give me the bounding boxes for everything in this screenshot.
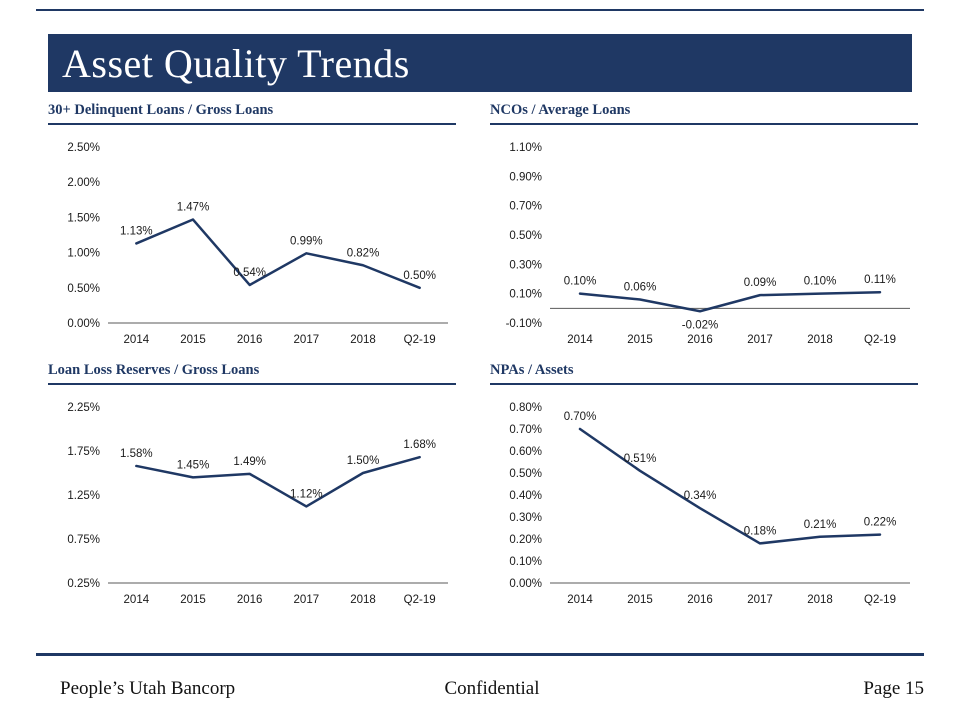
footer: People’s Utah Bancorp Confidential Page … bbox=[36, 653, 924, 700]
y-axis-tick-label: 0.00% bbox=[509, 578, 542, 590]
x-axis-tick-label: 2018 bbox=[350, 594, 376, 606]
y-axis-tick-label: 0.50% bbox=[509, 468, 542, 480]
data-point-label: 0.21% bbox=[804, 519, 837, 531]
y-axis-tick-label: 1.00% bbox=[67, 248, 100, 260]
x-axis-tick-label: Q2-19 bbox=[864, 334, 896, 346]
chart-title-ncos: NCOs / Average Loans bbox=[490, 102, 918, 125]
chart-title-loan-loss-reserves: Loan Loss Reserves / Gross Loans bbox=[48, 362, 456, 385]
x-axis-tick-label: Q2-19 bbox=[404, 594, 436, 606]
y-axis-tick-label: 2.00% bbox=[67, 177, 100, 189]
title-bar: Asset Quality Trends bbox=[48, 34, 912, 92]
y-axis-tick-label: 0.00% bbox=[67, 318, 100, 330]
data-point-label: 1.12% bbox=[290, 488, 323, 500]
data-point-label: 0.06% bbox=[624, 282, 657, 294]
y-axis-tick-label: 0.10% bbox=[509, 289, 542, 301]
x-axis-tick-label: 2017 bbox=[294, 334, 320, 346]
x-axis-tick-label: 2018 bbox=[350, 334, 376, 346]
y-axis-tick-label: 0.70% bbox=[509, 424, 542, 436]
data-point-label: 0.99% bbox=[290, 235, 323, 247]
x-axis-tick-label: Q2-19 bbox=[864, 594, 896, 606]
data-point-label: 1.47% bbox=[177, 202, 210, 214]
data-point-label: 1.58% bbox=[120, 448, 153, 460]
x-axis-tick-label: 2016 bbox=[237, 334, 263, 346]
y-axis-tick-label: 0.30% bbox=[509, 259, 542, 271]
footer-company: People’s Utah Bancorp bbox=[60, 678, 236, 699]
data-point-label: 1.50% bbox=[347, 455, 380, 467]
x-axis-tick-label: 2016 bbox=[237, 594, 263, 606]
chart-section-npas: NPAs / Assets 0.80% 0.70% 0.60% 0.50% 0.40% 0… bbox=[490, 362, 918, 617]
series-line bbox=[578, 290, 882, 313]
chart-canvas-ncos: 1.10% 0.90% 0.70% 0.50% 0.30% 0.10% -0.10% 2014… bbox=[506, 142, 910, 346]
y-axis-tick-label: 0.25% bbox=[67, 578, 100, 590]
data-point-label: 1.45% bbox=[177, 459, 210, 471]
x-axis-tick-label: 2017 bbox=[747, 334, 773, 346]
data-point-label: 0.10% bbox=[804, 276, 837, 288]
data-point-label: 0.70% bbox=[564, 411, 597, 423]
y-axis-tick-label: -0.10% bbox=[506, 318, 542, 330]
y-axis-tick-label: 0.20% bbox=[509, 534, 542, 546]
chart-section-loan-loss-reserves: Loan Loss Reserves / Gross Loans 2.25% 1.… bbox=[48, 362, 456, 617]
chart-section-delinquent-loans: 30+ Delinquent Loans / Gross Loans 2.50%… bbox=[48, 102, 456, 357]
x-axis-tick-label: 2014 bbox=[124, 334, 150, 346]
x-axis-tick-label: 2016 bbox=[687, 334, 713, 346]
x-axis-tick-label: 2016 bbox=[687, 594, 713, 606]
page-title: Asset Quality Trends bbox=[62, 40, 410, 86]
y-axis-tick-label: 0.30% bbox=[509, 512, 542, 524]
y-axis-tick-label: 0.60% bbox=[509, 446, 542, 458]
y-axis-tick-label: 0.10% bbox=[509, 556, 542, 568]
data-point-label: 0.09% bbox=[744, 277, 777, 289]
y-axis-tick-label: 1.10% bbox=[509, 142, 542, 154]
top-divider-rule bbox=[36, 9, 924, 11]
x-axis-tick-label: 2015 bbox=[180, 334, 206, 346]
data-point-label: -0.02% bbox=[682, 319, 718, 331]
data-point-label: 0.82% bbox=[347, 247, 380, 259]
chart-section-ncos: NCOs / Average Loans 1.10% 0.90% 0.70% 0.50… bbox=[490, 102, 918, 357]
y-axis-tick-label: 1.25% bbox=[67, 490, 100, 502]
series-line bbox=[135, 218, 421, 290]
data-point-label: 1.49% bbox=[233, 456, 266, 468]
data-point-label: 0.50% bbox=[403, 270, 436, 282]
x-axis-tick-label: 2017 bbox=[747, 594, 773, 606]
x-axis-tick-label: 2017 bbox=[294, 594, 320, 606]
chart-title-npas: NPAs / Assets bbox=[490, 362, 918, 385]
footer-page-number: Page 15 bbox=[863, 678, 924, 699]
data-point-label: 0.51% bbox=[624, 453, 657, 465]
x-axis-tick-label: 2014 bbox=[124, 594, 150, 606]
chart-canvas-npas: 0.80% 0.70% 0.60% 0.50% 0.40% 0.30% 0.20% 0.10%… bbox=[509, 402, 910, 606]
x-axis-tick-label: 2015 bbox=[627, 594, 653, 606]
y-axis-tick-label: 2.25% bbox=[67, 402, 100, 414]
data-point-label: 0.22% bbox=[864, 517, 897, 529]
y-axis-tick-label: 0.75% bbox=[67, 534, 100, 546]
data-point-label: 0.54% bbox=[233, 267, 266, 279]
x-axis-tick-label: 2015 bbox=[627, 334, 653, 346]
y-axis-tick-label: 0.50% bbox=[67, 283, 100, 295]
y-axis-tick-label: 0.70% bbox=[509, 201, 542, 213]
x-axis-tick-label: 2014 bbox=[567, 594, 593, 606]
data-point-label: 1.68% bbox=[403, 439, 436, 451]
series-line bbox=[578, 427, 882, 545]
data-point-label: 1.13% bbox=[120, 225, 153, 237]
chart-canvas-loan-loss-reserves: 2.25% 1.75% 1.25% 0.75% 0.25% 2014 2015 2016 201… bbox=[67, 402, 448, 606]
y-axis-tick-label: 0.90% bbox=[509, 171, 542, 183]
data-point-label: 0.18% bbox=[744, 525, 777, 537]
y-axis-tick-label: 1.75% bbox=[67, 446, 100, 458]
data-point-label: 0.11% bbox=[864, 274, 896, 286]
y-axis-tick-label: 1.50% bbox=[67, 212, 100, 224]
x-axis-tick-label: Q2-19 bbox=[404, 334, 436, 346]
y-axis-tick-label: 0.80% bbox=[509, 402, 542, 414]
series-line bbox=[135, 455, 421, 508]
y-axis-tick-label: 0.50% bbox=[509, 230, 542, 242]
y-axis-tick-label: 2.50% bbox=[67, 142, 100, 154]
x-axis-tick-label: 2015 bbox=[180, 594, 206, 606]
chart-title-delinquent-loans: 30+ Delinquent Loans / Gross Loans bbox=[48, 102, 456, 125]
y-axis-tick-label: 0.40% bbox=[509, 490, 542, 502]
data-point-label: 0.34% bbox=[684, 490, 717, 502]
chart-canvas-delinquent-loans: 2.50% 2.00% 1.50% 1.00% 0.50% 0.00% 2014 2015 20… bbox=[67, 142, 448, 346]
data-point-label: 0.10% bbox=[564, 276, 597, 288]
x-axis-tick-label: 2018 bbox=[807, 334, 833, 346]
footer-confidential: Confidential bbox=[444, 678, 540, 699]
x-axis-tick-label: 2014 bbox=[567, 334, 593, 346]
x-axis-tick-label: 2018 bbox=[807, 594, 833, 606]
